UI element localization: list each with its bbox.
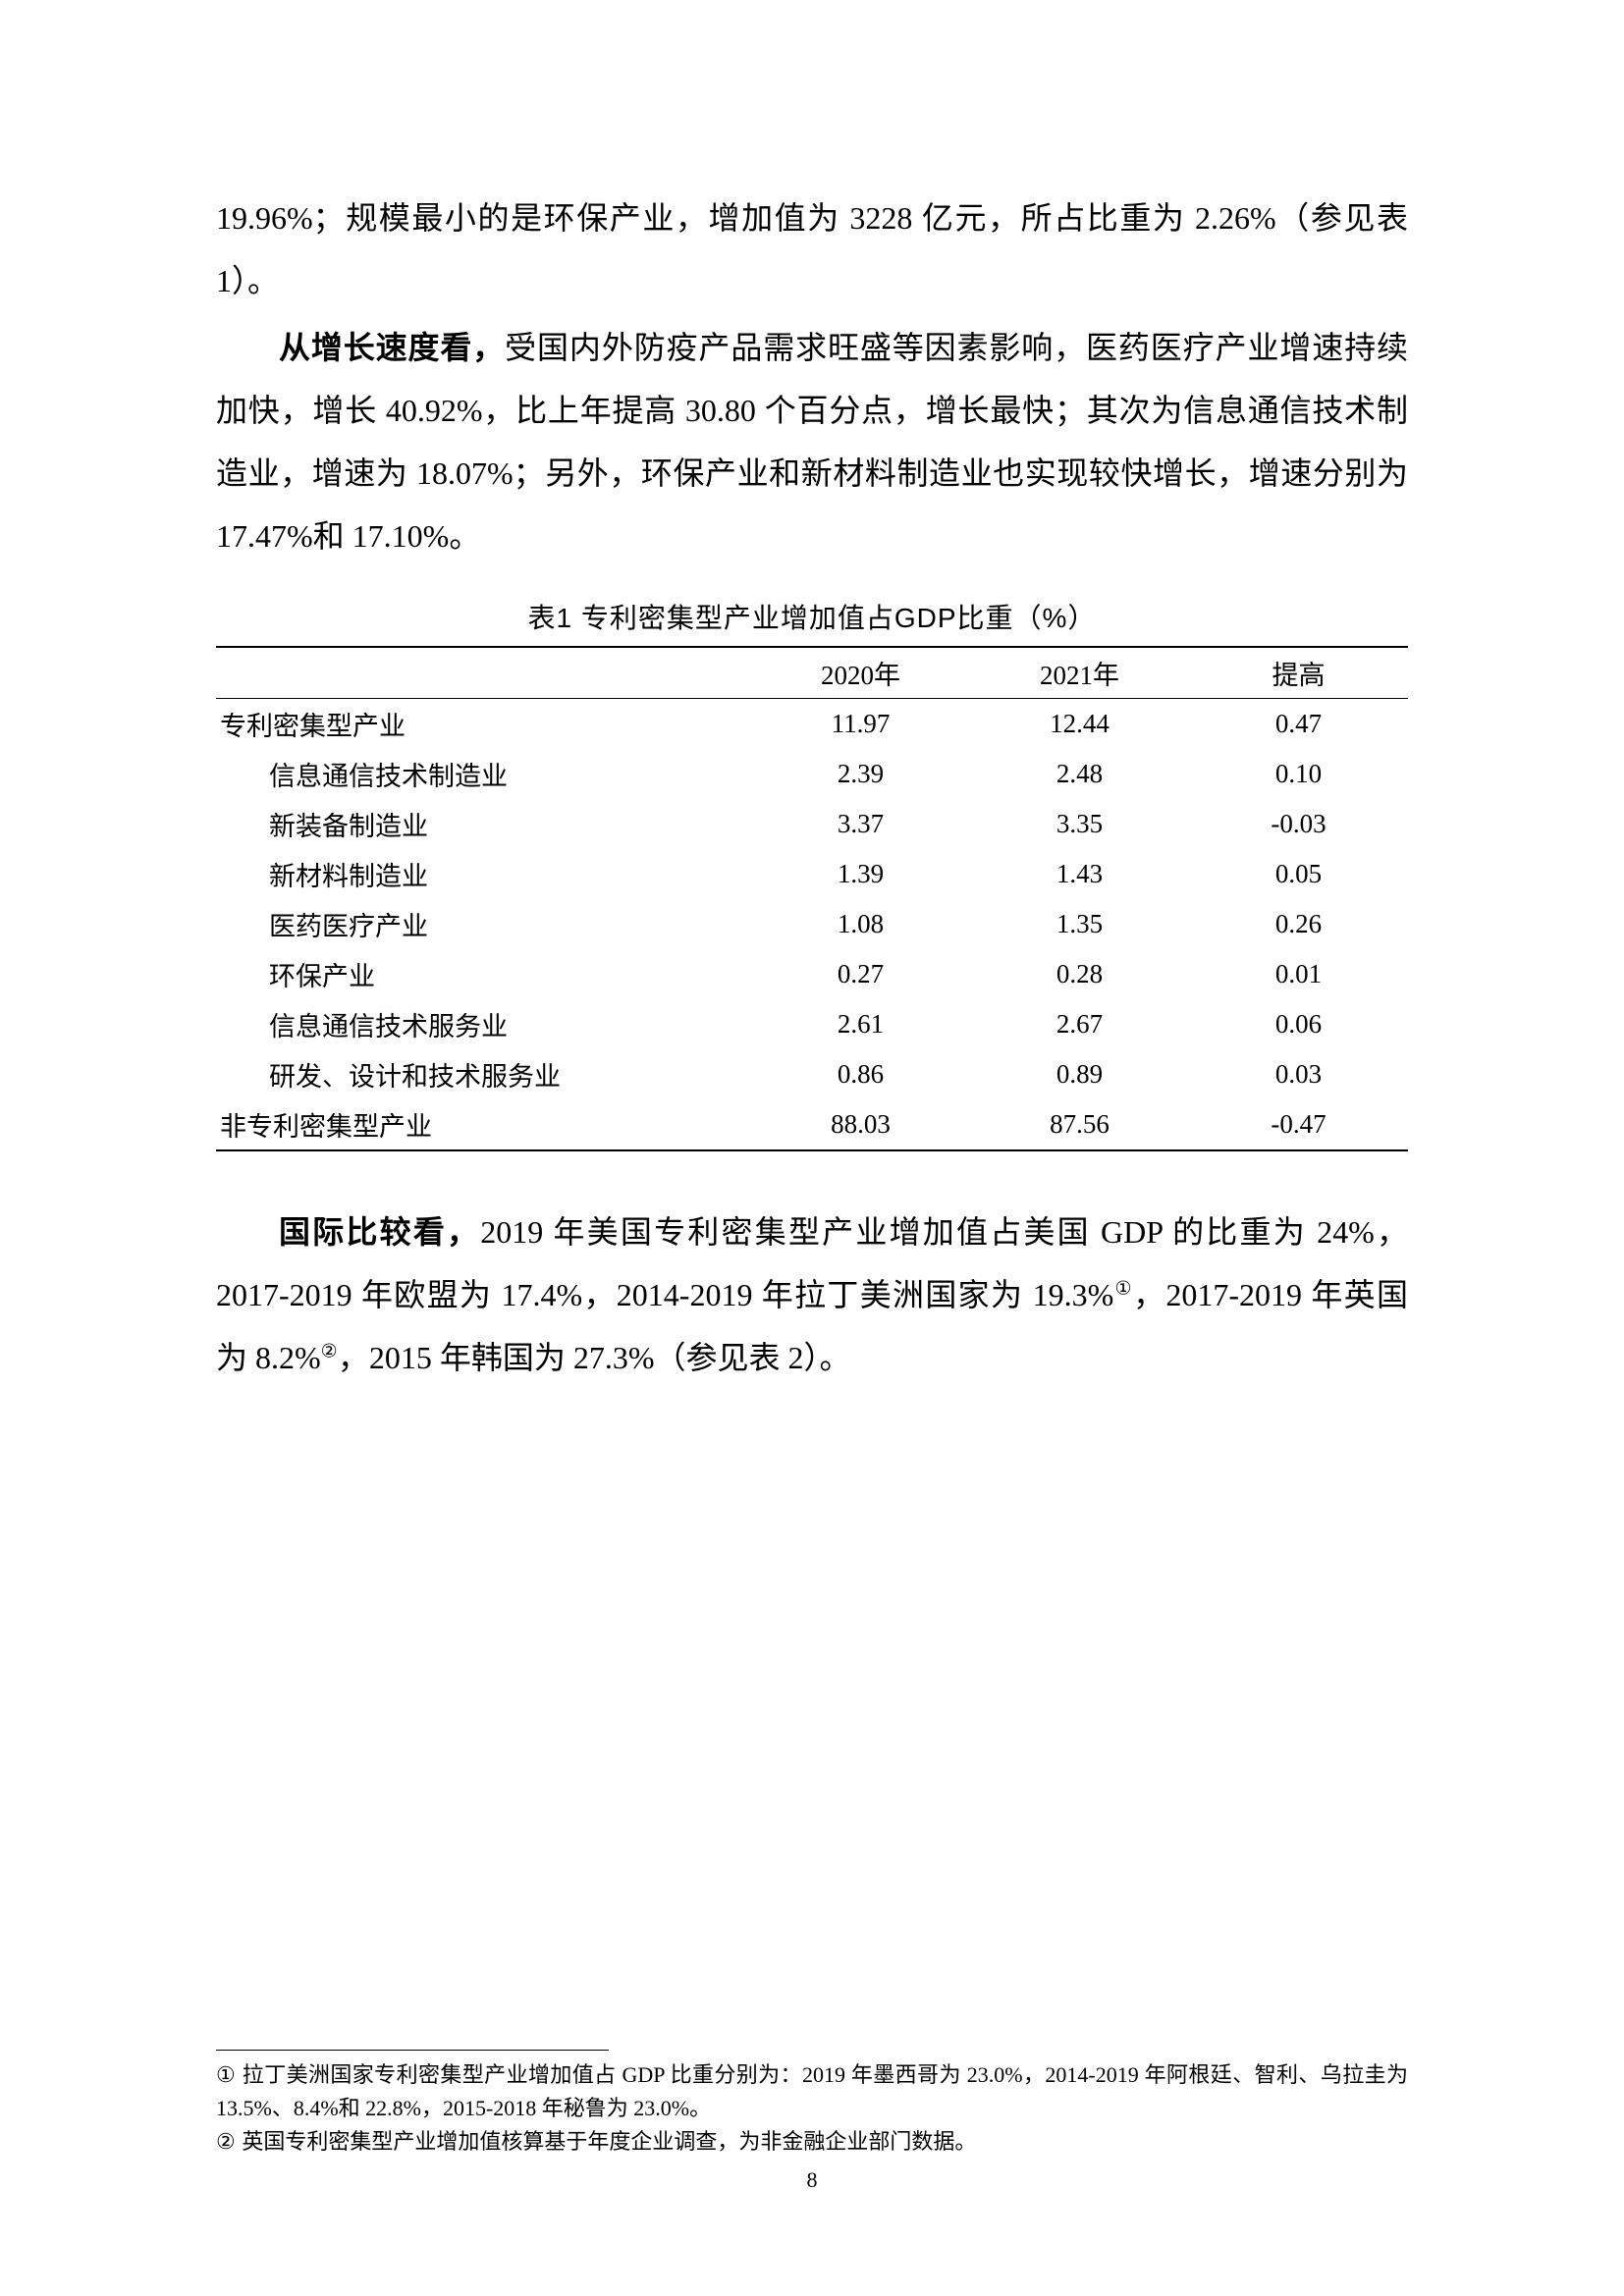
- footnote-ref-2: ②: [321, 1341, 338, 1362]
- table-cell-value: 2.39: [751, 749, 970, 799]
- page-number: 8: [0, 2167, 1624, 2193]
- table-cell-value: 2.61: [751, 999, 970, 1049]
- table-cell-label: 医药医疗产业: [216, 899, 751, 949]
- footnotes-rule: [216, 2050, 609, 2051]
- table-cell-value: 3.35: [970, 799, 1189, 849]
- para3-lead-bold: 国际比较看，: [279, 1214, 480, 1250]
- para2-lead-bold: 从增长速度看，: [279, 330, 505, 365]
- footnote-ref-1: ①: [1113, 1278, 1133, 1299]
- table-cell-value: 0.86: [751, 1049, 970, 1099]
- table-cell-value: 3.37: [751, 799, 970, 849]
- footnote-1-text: 拉丁美洲国家专利密集型产业增加值占 GDP 比重分别为：2019 年墨西哥为 2…: [216, 2062, 1408, 2120]
- table-cell-value: 1.39: [751, 849, 970, 899]
- table-cell-value: 1.08: [751, 899, 970, 949]
- footnote-2-mark: ②: [216, 2125, 242, 2159]
- table-row: 专利密集型产业11.9712.440.47: [216, 699, 1408, 750]
- table-cell-value: 0.26: [1189, 899, 1408, 949]
- table-row: 医药医疗产业1.081.350.26: [216, 899, 1408, 949]
- footnote-2-text: 英国专利密集型产业增加值核算基于年度企业调查，为非金融企业部门数据。: [242, 2129, 976, 2154]
- table1-h-2020: 2020年: [751, 647, 970, 699]
- table-cell-value: 1.43: [970, 849, 1189, 899]
- table1-header-row: 2020年 2021年 提高: [216, 647, 1408, 699]
- table-cell-value: 0.05: [1189, 849, 1408, 899]
- table-cell-label: 专利密集型产业: [216, 699, 751, 750]
- table-row: 新装备制造业3.373.35-0.03: [216, 799, 1408, 849]
- table-row: 非专利密集型产业88.0387.56-0.47: [216, 1099, 1408, 1150]
- paragraph-3: 国际比较看，2019 年美国专利密集型产业增加值占美国 GDP 的比重为 24%…: [216, 1201, 1408, 1389]
- table-cell-value: 2.67: [970, 999, 1189, 1049]
- table-cell-value: 0.06: [1189, 999, 1408, 1049]
- table-cell-label: 新材料制造业: [216, 849, 751, 899]
- table1-body: 专利密集型产业11.9712.440.47信息通信技术制造业2.392.480.…: [216, 699, 1408, 1151]
- table-cell-label: 环保产业: [216, 949, 751, 999]
- table-cell-label: 研发、设计和技术服务业: [216, 1049, 751, 1099]
- table1-h-rise: 提高: [1189, 647, 1408, 699]
- table1: 2020年 2021年 提高 专利密集型产业11.9712.440.47信息通信…: [216, 646, 1408, 1151]
- table-row: 新材料制造业1.391.430.05: [216, 849, 1408, 899]
- table-cell-value: 87.56: [970, 1099, 1189, 1150]
- para3-seg3: ，2015 年韩国为 27.3%（参见表 2）。: [338, 1340, 851, 1375]
- table-cell-value: 0.01: [1189, 949, 1408, 999]
- table1-h-blank: [216, 647, 751, 699]
- table-cell-value: 0.03: [1189, 1049, 1408, 1099]
- table-cell-value: 0.27: [751, 949, 970, 999]
- paragraph-2: 从增长速度看，受国内外防疫产品需求旺盛等因素影响，医药医疗产业增速持续加快，增长…: [216, 316, 1408, 567]
- table-cell-value: 0.47: [1189, 699, 1408, 750]
- table-row: 研发、设计和技术服务业0.860.890.03: [216, 1049, 1408, 1099]
- table-cell-value: 0.89: [970, 1049, 1189, 1099]
- table-cell-label: 信息通信技术服务业: [216, 999, 751, 1049]
- table-cell-value: 2.48: [970, 749, 1189, 799]
- table-cell-value: -0.47: [1189, 1099, 1408, 1150]
- footnote-1: ①拉丁美洲国家专利密集型产业增加值占 GDP 比重分别为：2019 年墨西哥为 …: [216, 2058, 1408, 2125]
- table-row: 环保产业0.270.280.01: [216, 949, 1408, 999]
- table-cell-label: 信息通信技术制造业: [216, 749, 751, 799]
- table-cell-value: 0.28: [970, 949, 1189, 999]
- footnote-1-mark: ①: [216, 2058, 242, 2092]
- table-cell-value: 88.03: [751, 1099, 970, 1150]
- table-cell-label: 非专利密集型产业: [216, 1099, 751, 1150]
- table1-caption: 表1 专利密集型产业增加值占GDP比重（%）: [216, 597, 1408, 636]
- table1-h-2021: 2021年: [970, 647, 1189, 699]
- page-container: 19.96%；规模最小的是环保产业，增加值为 3228 亿元，所占比重为 2.2…: [0, 0, 1624, 2296]
- footnotes: ①拉丁美洲国家专利密集型产业增加值占 GDP 比重分别为：2019 年墨西哥为 …: [216, 2050, 1408, 2159]
- spacer: [216, 1151, 1408, 1201]
- table-cell-value: 12.44: [970, 699, 1189, 750]
- table-row: 信息通信技术制造业2.392.480.10: [216, 749, 1408, 799]
- table-cell-value: 1.35: [970, 899, 1189, 949]
- table-cell-value: 11.97: [751, 699, 970, 750]
- footnote-2: ②英国专利密集型产业增加值核算基于年度企业调查，为非金融企业部门数据。: [216, 2125, 1408, 2159]
- paragraph-1: 19.96%；规模最小的是环保产业，增加值为 3228 亿元，所占比重为 2.2…: [216, 187, 1408, 312]
- table-cell-value: 0.10: [1189, 749, 1408, 799]
- table-cell-value: -0.03: [1189, 799, 1408, 849]
- table-cell-label: 新装备制造业: [216, 799, 751, 849]
- table-row: 信息通信技术服务业2.612.670.06: [216, 999, 1408, 1049]
